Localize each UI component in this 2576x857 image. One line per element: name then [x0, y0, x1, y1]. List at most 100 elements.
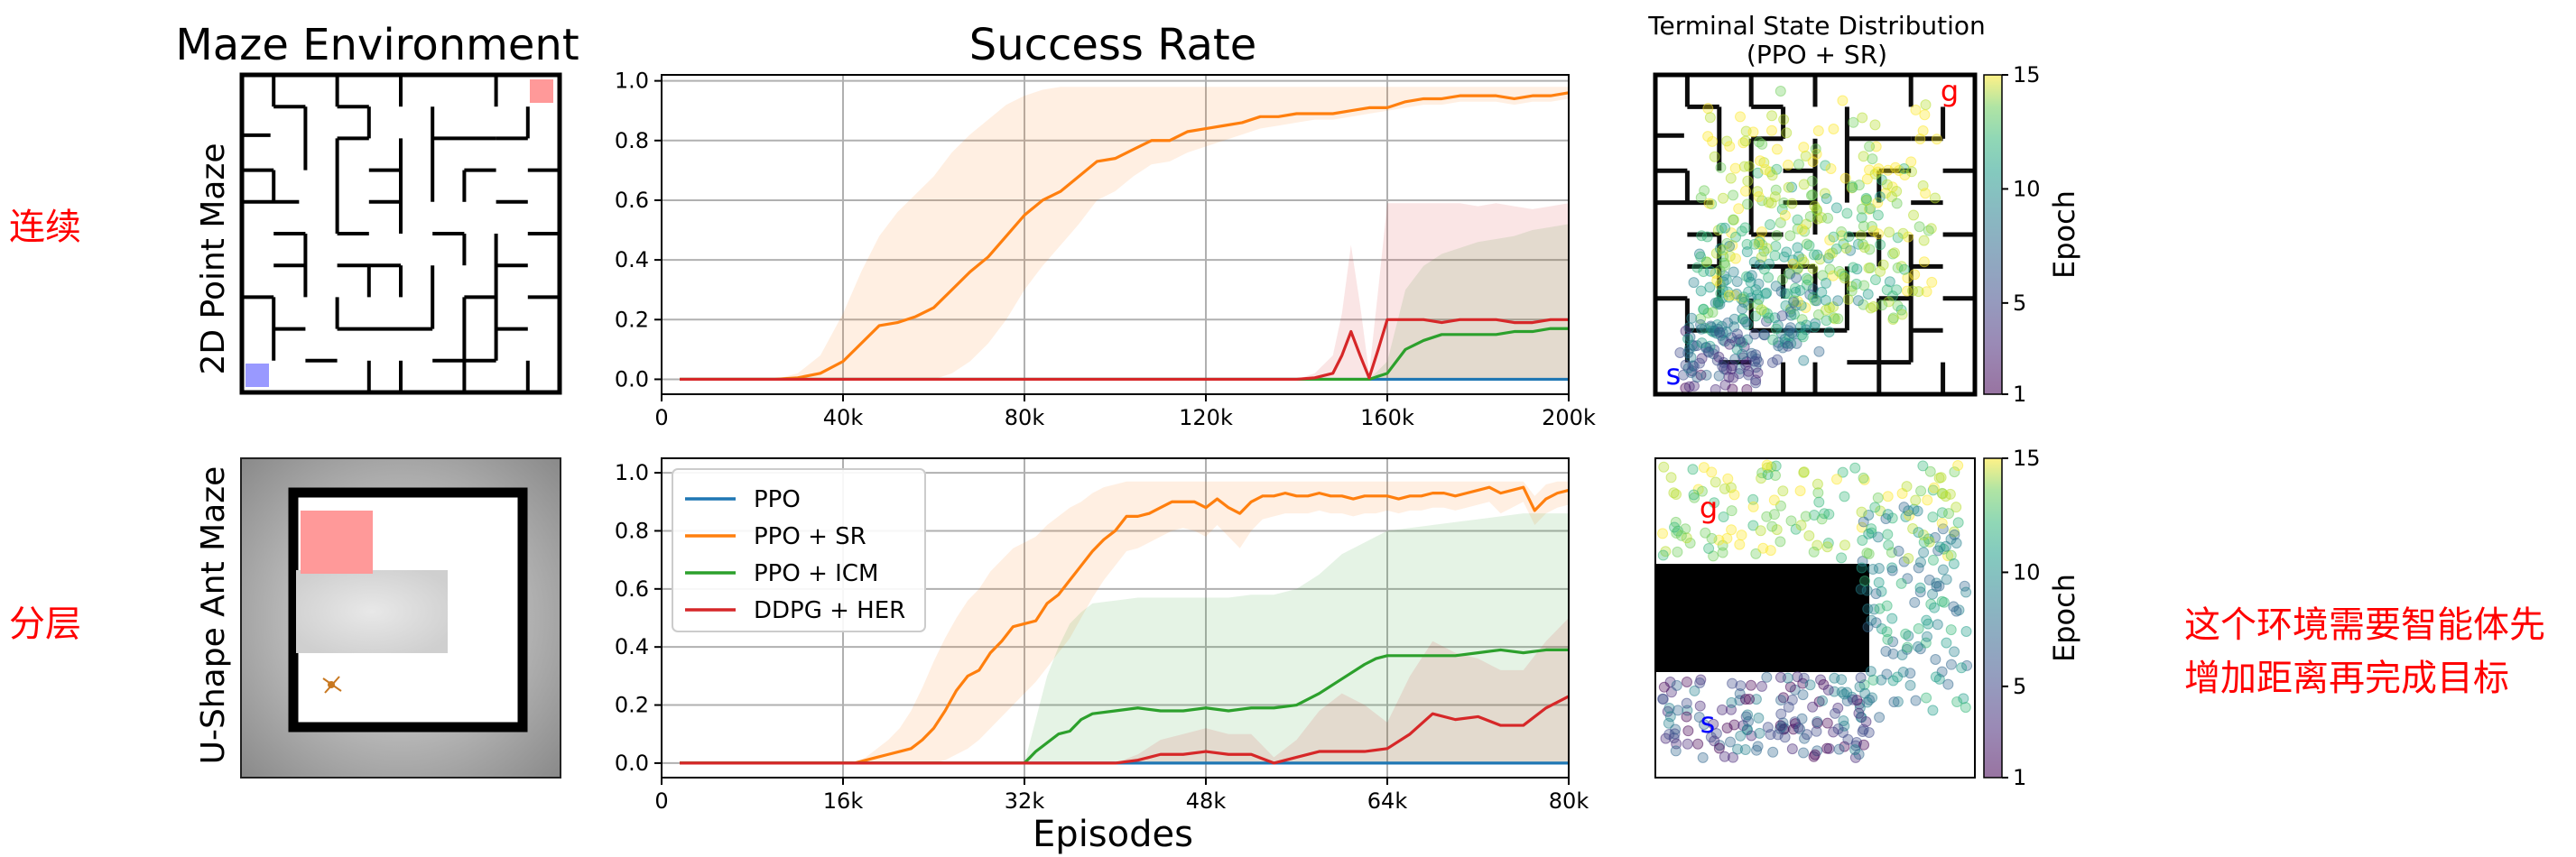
- terminal-point: [1892, 262, 1904, 273]
- terminal-point: [1913, 527, 1924, 539]
- terminal-point: [1756, 304, 1767, 316]
- terminal-point: [1847, 694, 1858, 705]
- terminal-point: [1923, 225, 1934, 236]
- terminal-point: [1783, 159, 1794, 170]
- terminal-point: [1712, 296, 1724, 308]
- terminal-point: [1737, 336, 1748, 348]
- terminal-point: [1873, 576, 1885, 588]
- terminal-point: [1857, 203, 1868, 215]
- terminal-point: [1674, 347, 1686, 359]
- terminal-point: [1816, 286, 1828, 298]
- terminal-point: [1788, 309, 1800, 320]
- terminal-point: [1913, 622, 1924, 634]
- terminal-point: [1921, 614, 1932, 626]
- terminal-point: [1721, 722, 1733, 733]
- terminal-point: [1958, 693, 1969, 705]
- terminal-point: [1807, 156, 1819, 168]
- terminal-point: [1744, 161, 1756, 172]
- note-hierarchical: 分层: [9, 604, 81, 645]
- terminal-point: [1829, 672, 1840, 684]
- terminal-point: [1832, 723, 1844, 735]
- terminal-point: [1775, 285, 1787, 297]
- terminal-point: [1960, 586, 1972, 598]
- terminal-ant-start-label: s: [1700, 705, 1716, 740]
- terminal-point: [1682, 333, 1694, 345]
- terminal-point: [1855, 672, 1867, 684]
- terminal-point: [1736, 530, 1747, 541]
- x-tick-label: 32k: [1005, 788, 1045, 814]
- terminal-point: [1856, 506, 1867, 518]
- terminal-point: [1737, 303, 1748, 315]
- terminal-point: [1825, 163, 1837, 175]
- terminal-point: [1746, 347, 1757, 359]
- terminal-point: [1769, 250, 1781, 262]
- terminal-point: [1740, 694, 1752, 705]
- terminal-point: [1736, 226, 1747, 237]
- terminal-point: [1669, 521, 1681, 533]
- maze-bottom-ylabel: U-Shape Ant Maze: [195, 466, 232, 765]
- terminal-point: [1741, 238, 1753, 250]
- terminal-point: [1794, 485, 1806, 497]
- colorbar-tick-label: 5: [2013, 674, 2026, 699]
- terminal-point: [1672, 546, 1683, 558]
- terminal-point: [1941, 574, 1952, 585]
- terminal-point: [1785, 515, 1797, 527]
- terminal-point: [1765, 124, 1777, 136]
- terminal-point: [1749, 355, 1761, 367]
- terminal-point: [1771, 163, 1783, 175]
- terminal-point: [1886, 565, 1898, 576]
- terminal-point: [1891, 185, 1903, 197]
- terminal-point: [1696, 337, 1708, 349]
- series-line-ppo-icm: [680, 648, 1569, 765]
- terminal-point: [1811, 295, 1822, 307]
- terminal-point: [1848, 262, 1859, 273]
- terminal-point: [1813, 496, 1825, 508]
- terminal-point: [1811, 725, 1822, 737]
- terminal-point: [1801, 729, 1812, 741]
- terminal-point: [1839, 491, 1850, 502]
- terminal-point: [1761, 243, 1773, 254]
- terminal-point: [1709, 151, 1720, 162]
- terminal-point: [1828, 270, 1839, 281]
- x-tick-label: 80k: [1005, 405, 1045, 430]
- terminal-point: [1892, 300, 1904, 312]
- terminal-point: [1902, 641, 1913, 653]
- terminal-point: [1872, 209, 1884, 221]
- colorbar-tick-label: 10: [2013, 176, 2041, 201]
- terminal-point: [1663, 717, 1674, 729]
- terminal-point: [1882, 509, 1894, 521]
- terminal-point: [1896, 309, 1908, 320]
- terminal-point: [1930, 671, 1941, 683]
- terminal-point: [1713, 742, 1725, 754]
- y-tick-label: 0.8: [615, 518, 649, 543]
- terminal-point: [1858, 516, 1869, 528]
- terminal-point: [1872, 492, 1884, 503]
- terminal-point: [1658, 461, 1670, 473]
- terminal-ant-goal-label: g: [1700, 491, 1718, 525]
- terminal-point: [1728, 189, 1739, 201]
- terminal-point: [1918, 547, 1930, 558]
- terminal-point: [1732, 743, 1744, 755]
- terminal-point: [1920, 188, 1932, 199]
- terminal-point: [1923, 536, 1935, 548]
- terminal-point: [1832, 313, 1844, 325]
- terminal-point: [1775, 695, 1787, 706]
- terminal-point: [1942, 678, 1954, 690]
- terminal-point: [1929, 602, 1941, 613]
- terminal-point: [1888, 696, 1900, 708]
- terminal-point: [1691, 372, 1703, 383]
- terminal-point: [1812, 309, 1824, 320]
- terminal-point: [1912, 505, 1923, 517]
- terminal-point: [1725, 172, 1737, 184]
- terminal-point: [1874, 603, 1886, 614]
- terminal-ant-wall: [1656, 564, 1869, 672]
- terminal-point: [1895, 577, 1907, 589]
- terminal-point: [1887, 675, 1899, 687]
- terminal-point: [1750, 377, 1762, 389]
- terminal-point: [1788, 297, 1800, 309]
- terminal-point: [1794, 723, 1806, 735]
- terminal-point: [1804, 679, 1816, 691]
- x-tick-label: 64k: [1367, 788, 1408, 814]
- terminal-point: [1798, 672, 1810, 684]
